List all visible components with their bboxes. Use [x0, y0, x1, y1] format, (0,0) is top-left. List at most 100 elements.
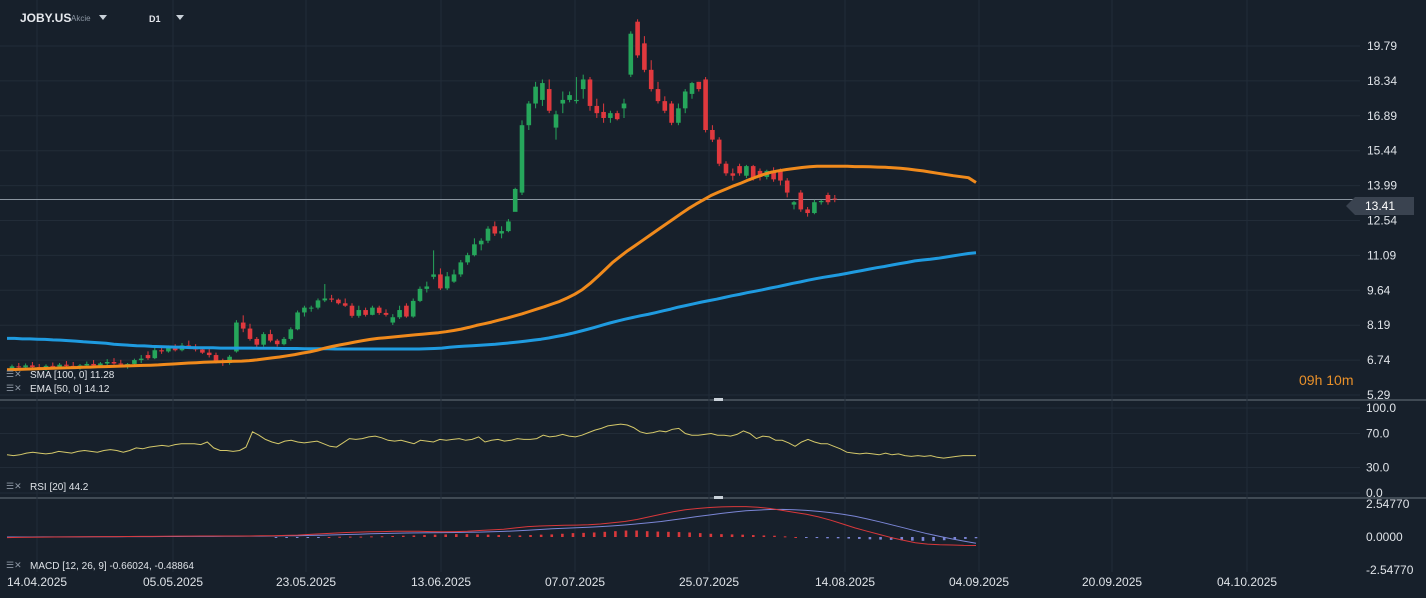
macd-histogram-bar	[974, 537, 978, 539]
macd-histogram-bar	[550, 534, 554, 537]
candle-down	[655, 89, 661, 102]
candle-up	[499, 231, 504, 234]
candlestick-series	[9, 19, 838, 372]
candle-up	[9, 366, 15, 369]
macd-histogram-bar	[783, 536, 787, 538]
candle-down	[30, 365, 35, 368]
macd-histogram-bar	[921, 537, 925, 541]
candle-down	[730, 173, 736, 176]
instrument-type: Akcie	[71, 14, 91, 23]
indicator-settings-icon[interactable]: ☰✕	[6, 481, 22, 491]
macd-tick-label: 0.0000	[1366, 530, 1403, 544]
candle-up	[98, 363, 103, 366]
macd-histogram-bar	[508, 535, 511, 537]
candle-up	[370, 307, 375, 315]
macd-histogram-bar	[348, 536, 352, 538]
date-tick-label: 13.06.2025	[411, 575, 471, 589]
candle-down	[757, 170, 763, 177]
date-tick-label: 20.09.2025	[1082, 575, 1142, 589]
macd-histogram-bar	[476, 534, 479, 537]
macd-histogram-bar	[794, 537, 797, 538]
date-tick-label: 04.09.2025	[949, 575, 1009, 589]
candle-down	[247, 328, 253, 339]
candle-up	[744, 166, 749, 176]
indicator-lines	[6, 164, 977, 372]
candle-up	[295, 312, 300, 330]
sma-label[interactable]: SMA [100, 0] 11.28	[30, 370, 115, 381]
candle-down	[172, 347, 178, 351]
symbol-dropdown-icon[interactable]	[99, 15, 107, 20]
candle-up	[281, 338, 287, 345]
macd-histogram-bar	[815, 537, 819, 539]
candle-up	[302, 307, 307, 313]
candle-down	[268, 334, 273, 341]
candle-up	[417, 288, 423, 301]
macd-panel	[6, 506, 978, 546]
indicator-settings-icon[interactable]: ☰✕	[6, 383, 22, 393]
macd-signal-line	[7, 508, 977, 544]
macd-histogram-bar	[762, 535, 766, 537]
macd-histogram-bar	[709, 533, 713, 537]
candle-down	[376, 307, 382, 313]
candle-up	[84, 363, 90, 366]
macd-histogram-bar	[338, 536, 341, 538]
macd-histogram-bar	[773, 535, 776, 537]
macd-histogram-bar	[295, 537, 299, 538]
candle-up	[397, 310, 402, 318]
macd-histogram-bar	[603, 531, 607, 537]
price-tick-label: 9.64	[1367, 283, 1391, 297]
candle-up	[533, 86, 538, 104]
timeframe-label[interactable]: D1	[149, 14, 161, 24]
date-tick-label: 14.08.2025	[815, 575, 875, 589]
macd-histogram-bar	[751, 535, 755, 537]
candle-up	[689, 83, 695, 94]
sma-100-line	[7, 251, 977, 351]
candle-up	[560, 99, 566, 104]
candle-up	[444, 276, 450, 289]
price-tick-label: 8.19	[1367, 318, 1391, 332]
date-tick-label: 25.07.2025	[679, 575, 739, 589]
macd-histogram-bar	[805, 537, 808, 538]
price-tick-label: 11.09	[1367, 248, 1396, 262]
macd-histogram-bar	[391, 535, 394, 537]
candle-up	[288, 329, 294, 339]
rsi-tick-label: 30.0	[1366, 461, 1390, 475]
candle-up	[506, 221, 511, 232]
candle-up	[390, 317, 396, 323]
macd-histogram-bar	[656, 531, 660, 537]
macd-label[interactable]: MACD [12, 26, 9] -0.66024, -0.48864	[30, 561, 194, 572]
candle-up	[791, 202, 797, 205]
candle-up	[57, 364, 62, 367]
candle-up	[152, 350, 158, 359]
macd-histogram-bar	[889, 537, 893, 540]
macd-histogram-bar	[306, 537, 310, 538]
macd-histogram-bar	[359, 536, 363, 538]
candle-down	[336, 299, 341, 304]
date-tick-label: 23.05.2025	[276, 575, 336, 589]
rsi-label[interactable]: RSI [20] 44.2	[30, 482, 89, 493]
macd-histogram-bar	[688, 532, 691, 537]
candle-down	[438, 274, 443, 289]
candle-up	[261, 334, 266, 345]
candle-up	[410, 300, 416, 317]
candle-up	[322, 298, 328, 301]
macd-tick-label: -2.54770	[1366, 563, 1414, 577]
indicator-settings-icon[interactable]: ☰✕	[6, 560, 22, 570]
candle-down	[723, 163, 729, 174]
candle-down	[614, 113, 620, 120]
timeframe-dropdown-icon[interactable]	[176, 15, 184, 20]
symbol-label[interactable]: JOBY.US	[20, 11, 72, 25]
candle-down	[696, 81, 702, 90]
candle-down	[648, 69, 654, 90]
candle-down	[50, 365, 56, 367]
ema-label[interactable]: EMA [50, 0] 14.12	[30, 384, 110, 395]
candle-down	[594, 105, 600, 114]
candle-down	[118, 363, 124, 365]
candle-down	[642, 43, 647, 70]
axes: 19.79 18.34 16.89 15.44 13.99 12.54 11.09 9.64 8…	[7, 39, 1414, 589]
indicator-settings-icon[interactable]: ☰✕	[6, 369, 22, 379]
candle-down	[825, 194, 831, 203]
candle-down	[274, 340, 280, 345]
